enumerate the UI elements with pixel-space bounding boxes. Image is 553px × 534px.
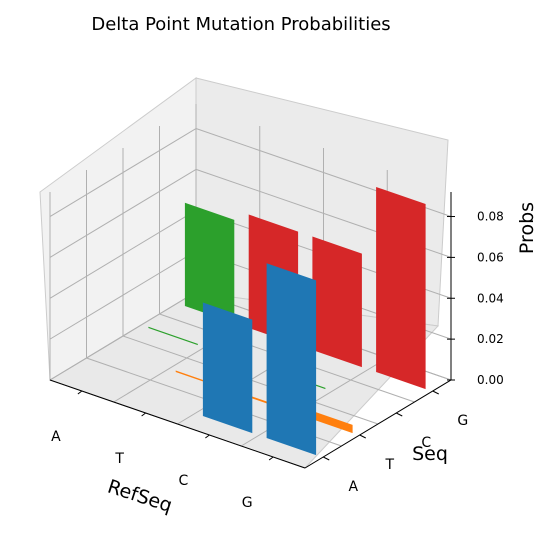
bar xyxy=(148,326,198,346)
y-tick-label: G xyxy=(457,413,468,429)
bar xyxy=(202,302,253,434)
y-tick-labels: A T C G xyxy=(323,390,468,495)
wall-gridline xyxy=(49,168,197,258)
y-tick-label: C xyxy=(421,435,431,451)
y-tick xyxy=(359,434,366,439)
y-tick-label: A xyxy=(348,479,358,495)
z-tick-label: 0.02 xyxy=(477,332,504,346)
bar xyxy=(184,202,235,324)
z-tick-label: 0.08 xyxy=(477,210,504,224)
bar xyxy=(266,263,317,456)
x-tick xyxy=(205,434,210,439)
x-tick xyxy=(268,456,274,461)
wall-gridline xyxy=(49,128,197,217)
z-tick-label: 0.04 xyxy=(477,291,504,305)
chart-title: Delta Point Mutation Probabilities xyxy=(91,14,390,35)
wall-gridline xyxy=(49,291,197,381)
x-tick-label: T xyxy=(114,451,124,467)
z-tick-label: 0.06 xyxy=(477,250,504,264)
x-tick xyxy=(141,412,146,417)
z-axis-label: Probs xyxy=(516,202,538,254)
bar-marks xyxy=(148,186,426,456)
x-axis-line xyxy=(49,379,306,469)
z-tick-labels: 0.00 0.02 0.04 0.06 0.08 xyxy=(447,210,504,387)
bar xyxy=(312,236,362,368)
x-tick-label: A xyxy=(51,429,61,445)
x-tick-label: G xyxy=(242,495,253,511)
x-tick-label: C xyxy=(178,473,188,489)
y-tick xyxy=(432,390,439,395)
y-tick xyxy=(396,412,403,417)
bar xyxy=(376,186,426,390)
axis-lines xyxy=(49,192,452,469)
y-axis-line xyxy=(304,379,452,469)
x-tick xyxy=(77,390,83,395)
wall-gridline xyxy=(49,209,197,299)
z-tick-label: 0.00 xyxy=(477,373,504,387)
wall-gridline xyxy=(49,250,197,340)
x-axis-label: RefSeq xyxy=(105,476,175,517)
y-tick xyxy=(323,456,330,461)
x-tick-labels: A T C G xyxy=(51,390,274,511)
y-tick-label: T xyxy=(384,457,394,473)
y-axis-label: Seq xyxy=(412,443,448,465)
